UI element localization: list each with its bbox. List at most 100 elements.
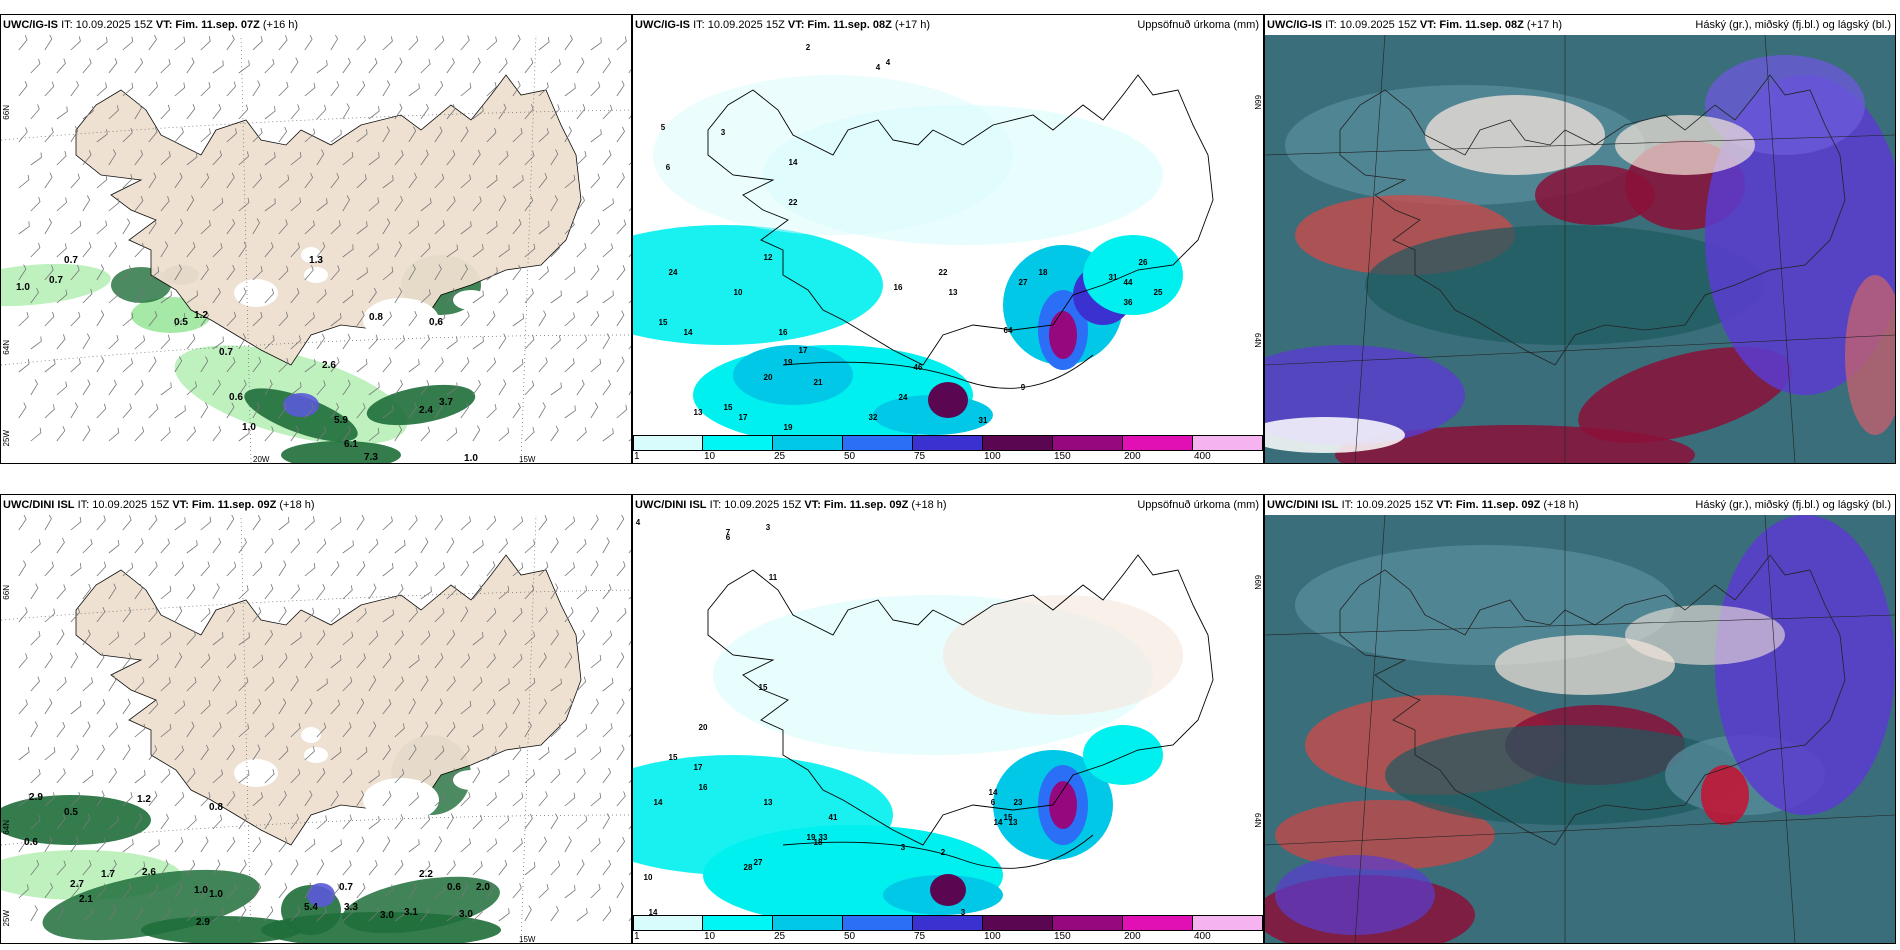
colorbar-swatch xyxy=(843,435,913,451)
glacier-patch xyxy=(304,747,328,763)
wind-barb xyxy=(108,631,120,646)
wind-barb xyxy=(602,906,612,922)
wind-barb xyxy=(148,81,159,97)
wind-barb xyxy=(394,150,404,166)
wind-barb xyxy=(590,358,602,373)
wind-barb xyxy=(342,907,353,922)
wind-barb xyxy=(56,150,67,166)
colorbar-swatch xyxy=(633,915,703,931)
glacier-patch xyxy=(453,770,489,790)
wind-barb xyxy=(394,379,403,396)
wind-barb xyxy=(238,723,250,738)
wind-barb xyxy=(524,677,536,692)
wind-barb xyxy=(134,335,146,350)
wind-barb xyxy=(498,103,507,120)
precip-value-label: 4 xyxy=(876,63,881,72)
wind-barb xyxy=(96,561,107,577)
wind-barb xyxy=(590,792,602,807)
wind-barb xyxy=(160,631,172,646)
wind-barb xyxy=(602,333,610,350)
wind-barb xyxy=(134,861,146,876)
wind-barb xyxy=(82,150,92,166)
precip-value-label: 0.8 xyxy=(369,312,383,323)
wind-barb xyxy=(226,653,237,669)
wind-barb xyxy=(394,630,404,646)
lon-label-25w: 25W xyxy=(2,910,11,927)
wind-barb xyxy=(394,768,405,784)
wind-barb xyxy=(122,606,132,623)
wind-barb xyxy=(56,629,65,646)
wind-barb xyxy=(486,746,497,761)
wind-barb xyxy=(368,630,379,646)
precip-value-label: 11 xyxy=(769,573,778,582)
wind-barb xyxy=(134,426,145,442)
colorbar-label: 150 xyxy=(1054,931,1071,942)
wind-barb xyxy=(278,357,289,373)
wind-barb xyxy=(576,290,588,304)
wind-barb xyxy=(538,220,550,235)
wind-barb xyxy=(56,197,68,212)
wind-barb xyxy=(212,814,223,830)
wind-barb xyxy=(538,791,548,807)
wind-barb xyxy=(602,428,614,442)
wind-barb xyxy=(460,516,471,531)
wind-barb xyxy=(304,882,313,899)
precip-value-label: 13 xyxy=(1009,818,1018,827)
wind-barb xyxy=(538,357,548,373)
wind-barb xyxy=(56,676,67,692)
wind-barb xyxy=(394,540,406,554)
wind-barb xyxy=(316,198,328,212)
wind-barb xyxy=(160,907,171,922)
wind-barb xyxy=(160,104,171,120)
wind-barb xyxy=(524,104,534,120)
wind-barb xyxy=(44,127,54,143)
wind-barb xyxy=(602,104,613,120)
wind-barb xyxy=(30,242,41,258)
wind-barb xyxy=(278,311,289,327)
wind-barb xyxy=(616,172,625,189)
wind-barb xyxy=(498,427,510,442)
wind-barb xyxy=(108,539,120,554)
wind-barb xyxy=(252,561,263,577)
wind-barb xyxy=(96,310,105,327)
precip-value-label: 2.9 xyxy=(196,917,210,928)
colorbar-label: 25 xyxy=(774,931,786,942)
wind-barb xyxy=(70,220,82,235)
wind-barb xyxy=(18,127,28,143)
wind-barb xyxy=(408,792,419,807)
wind-barb xyxy=(538,515,548,531)
wind-barb xyxy=(186,195,195,212)
lat-label-66n: 66N xyxy=(1253,575,1262,590)
wind-barb xyxy=(174,264,182,281)
wind-barb xyxy=(252,515,261,531)
wind-barb xyxy=(148,744,158,761)
wind-barb xyxy=(264,905,274,922)
wind-barb xyxy=(44,792,55,807)
wind-barb xyxy=(394,103,403,120)
wind-barb xyxy=(512,607,523,623)
wind-barb xyxy=(290,538,300,554)
precip-blob xyxy=(1,263,111,307)
wind-barb xyxy=(394,676,404,692)
wind-barb xyxy=(498,722,508,738)
wind-barb xyxy=(342,768,353,784)
wind-barb xyxy=(486,357,497,373)
wind-barb xyxy=(486,699,496,715)
wind-barb xyxy=(394,584,404,600)
wind-barb xyxy=(486,838,498,853)
wind-barb xyxy=(238,379,247,396)
wind-barb xyxy=(186,906,197,922)
wind-barb xyxy=(486,404,497,419)
colorbar-label: 75 xyxy=(914,931,926,942)
precip-value-label: 2.6 xyxy=(142,867,156,878)
value-labels: 2443562214121514132410161721192032244631… xyxy=(659,43,1163,432)
wind-barb xyxy=(512,313,524,327)
wind-barb xyxy=(160,538,170,554)
colorbar-label: 100 xyxy=(984,451,1001,462)
wind-barb xyxy=(96,264,105,281)
wind-barb xyxy=(368,860,378,876)
precip-value-label: 1.0 xyxy=(194,885,208,896)
precip-value-label: 0.6 xyxy=(429,317,443,328)
wind-barb xyxy=(524,57,534,74)
wind-barb xyxy=(616,36,627,51)
